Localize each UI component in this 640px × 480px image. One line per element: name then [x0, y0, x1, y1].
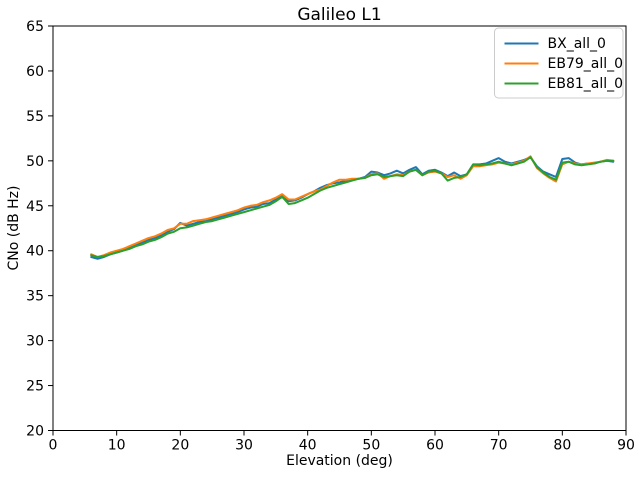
y-axis-label: CNo (dB Hz) [6, 185, 22, 271]
x-tick-label: 80 [553, 438, 571, 454]
y-tick-label: 60 [26, 64, 44, 80]
y-tick-label: 65 [26, 19, 44, 35]
y-tick-label: 55 [26, 109, 44, 125]
axes-spines [52, 25, 627, 431]
y-tick-label: 30 [26, 334, 44, 350]
y-tick-label: 45 [26, 199, 44, 215]
series-line-BX_all_0 [90, 156, 615, 260]
x-tick-label: 30 [235, 438, 253, 454]
y-tick-label: 35 [26, 289, 44, 305]
x-tick-label: 10 [108, 438, 126, 454]
legend-label-BX_all_0: BX_all_0 [548, 36, 606, 52]
series-line-EB81_all_0 [90, 156, 615, 258]
legend-box [494, 27, 624, 99]
x-tick-label: 50 [362, 438, 380, 454]
legend-label-EB79_all_0: EB79_all_0 [548, 56, 624, 72]
y-tick-label: 40 [26, 244, 44, 260]
y-tick-label: 50 [26, 154, 44, 170]
series-line-EB79_all_0 [90, 155, 615, 258]
x-axis-label: Elevation (deg) [286, 453, 393, 469]
x-tick-label: 60 [426, 438, 444, 454]
legend-label-EB81_all_0: EB81_all_0 [548, 76, 624, 92]
chart-title: Galileo L1 [297, 5, 382, 25]
x-tick-label: 90 [617, 438, 635, 454]
y-tick-label: 25 [26, 379, 44, 395]
x-tick-label: 0 [49, 438, 58, 454]
y-tick-label: 20 [26, 424, 44, 440]
x-tick-label: 70 [490, 438, 508, 454]
x-tick-label: 20 [171, 438, 189, 454]
x-tick-label: 40 [299, 438, 317, 454]
